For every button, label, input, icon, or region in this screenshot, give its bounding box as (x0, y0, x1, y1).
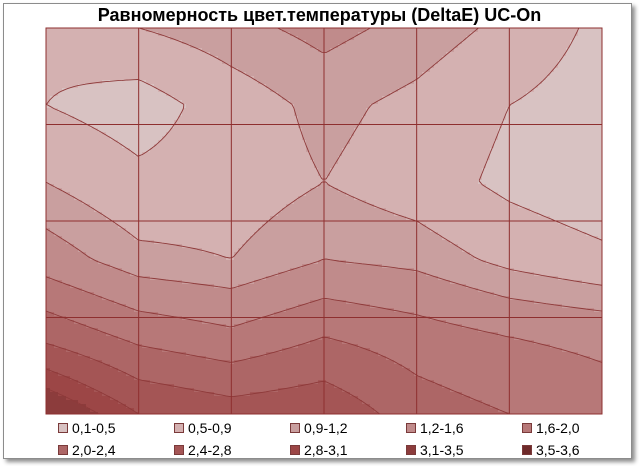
legend-swatch (290, 423, 300, 434)
legend-item: 2,8-3,1 (290, 442, 348, 458)
legend-swatch (522, 445, 532, 456)
contour-line-path (45, 27, 603, 415)
legend-swatch (290, 445, 300, 456)
legend-label: 2,4-2,8 (188, 442, 232, 458)
legend-swatch (406, 445, 416, 456)
legend-label: 1,6-2,0 (536, 420, 580, 436)
legend-label: 0,1-0,5 (72, 420, 116, 436)
legend-label: 1,2-1,6 (420, 420, 464, 436)
legend-label: 3,1-3,5 (420, 442, 464, 458)
legend-item: 2,4-2,8 (174, 442, 232, 458)
legend-item: 0,9-1,2 (290, 420, 348, 436)
legend-swatch (58, 445, 68, 456)
legend-label: 2,0-2,4 (72, 442, 116, 458)
legend-label: 0,9-1,2 (304, 420, 348, 436)
gridlines (45, 27, 603, 415)
legend-swatch (406, 423, 416, 434)
contour-fill (46, 28, 603, 415)
legend-item: 0,5-0,9 (174, 420, 232, 436)
legend-item: 3,1-3,5 (406, 442, 464, 458)
legend-label: 0,5-0,9 (188, 420, 232, 436)
legend-item: 0,1-0,5 (58, 420, 116, 436)
legend-swatch (174, 445, 184, 456)
legend-item: 1,6-2,0 (522, 420, 580, 436)
plot-border (45, 27, 603, 415)
legend-item: 3,5-3,6 (522, 442, 580, 458)
legend-swatch (174, 423, 184, 434)
legend-item: 2,0-2,4 (58, 442, 116, 458)
legend-item: 1,2-1,6 (406, 420, 464, 436)
chart-title: Равномерность цвет.температуры (DeltaE) … (97, 5, 542, 25)
legend-label: 3,5-3,6 (536, 442, 580, 458)
legend-label: 2,8-3,1 (304, 442, 348, 458)
legend-swatch (522, 423, 532, 434)
legend-swatch (58, 423, 68, 434)
contour-lines (45, 27, 603, 415)
